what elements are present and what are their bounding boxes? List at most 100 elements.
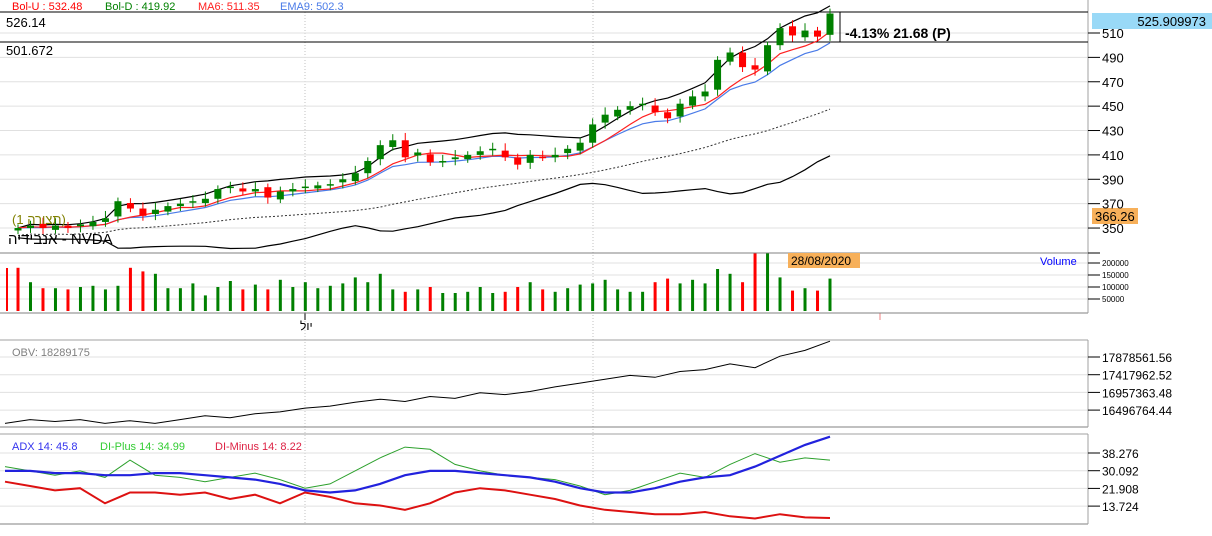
volume-bar bbox=[153, 273, 157, 311]
candle-up bbox=[826, 13, 834, 35]
y-tick-label: 17417962.52 bbox=[1102, 369, 1172, 383]
volume-bar bbox=[341, 283, 345, 311]
candle-up bbox=[251, 189, 259, 192]
candle-up bbox=[464, 154, 472, 160]
candle-up bbox=[164, 206, 172, 212]
candle-up bbox=[339, 179, 347, 183]
volume-bar bbox=[566, 288, 570, 311]
date-tag-value: 28/08/2020 bbox=[791, 254, 851, 268]
candle-up bbox=[101, 218, 109, 222]
y-tick-label: 16957363.48 bbox=[1102, 386, 1172, 400]
last-price-tag bbox=[1092, 13, 1212, 29]
candle-down bbox=[814, 30, 822, 37]
candle-up bbox=[351, 173, 359, 182]
volume-bar bbox=[41, 288, 45, 311]
di-minus-legend: DI-Minus 14: 8.22 bbox=[215, 441, 302, 453]
legend-bol-d: Bol-D : 419.92 bbox=[105, 1, 175, 13]
candle-up bbox=[476, 151, 484, 155]
y-tick-label: 13.724 bbox=[1102, 500, 1139, 514]
di-plus-legend: DI-Plus 14: 34.99 bbox=[100, 441, 185, 453]
volume-bar bbox=[603, 279, 607, 311]
grid-lines bbox=[0, 0, 1088, 524]
y-tick-label: 100000 bbox=[1102, 283, 1129, 292]
candle-up bbox=[364, 160, 372, 174]
candle-up bbox=[289, 189, 297, 192]
candle-up bbox=[726, 52, 734, 62]
candle-up bbox=[489, 148, 497, 151]
volume-bar bbox=[216, 287, 220, 311]
y-tick-label: 370 bbox=[1102, 197, 1124, 212]
y-tick-label: 200000 bbox=[1102, 259, 1129, 268]
candle-down bbox=[139, 208, 147, 216]
candle-up bbox=[439, 160, 447, 163]
volume-bar bbox=[478, 287, 482, 311]
y-tick-label: 50000 bbox=[1102, 295, 1125, 304]
cursor-price-tag bbox=[1092, 208, 1138, 224]
obv-label: OBV: 18289175 bbox=[12, 347, 90, 359]
y-tick-label: 21.908 bbox=[1102, 482, 1139, 496]
volume-bar bbox=[778, 277, 782, 311]
volume-bar bbox=[66, 289, 70, 311]
y-tick-label: 470 bbox=[1102, 75, 1124, 90]
volume-bar bbox=[103, 289, 107, 311]
volume-bar bbox=[578, 284, 582, 311]
level-top-label: 526.14 bbox=[6, 15, 46, 30]
volume-bar bbox=[141, 271, 145, 311]
volume-bar bbox=[678, 283, 682, 311]
candle-up bbox=[714, 59, 722, 90]
volume-bar bbox=[553, 291, 557, 311]
candle-down bbox=[126, 203, 134, 209]
y-tick-label: 350 bbox=[1102, 221, 1124, 236]
volume-bar bbox=[278, 279, 282, 311]
volume-bar bbox=[453, 293, 457, 311]
volume-bar bbox=[428, 287, 432, 311]
y-tick-label: 390 bbox=[1102, 172, 1124, 187]
volume-bar bbox=[503, 291, 507, 311]
y-tick-label: 17878561.56 bbox=[1102, 351, 1172, 365]
volume-bar bbox=[541, 289, 545, 311]
volume-bar bbox=[741, 282, 745, 311]
volume-bar bbox=[203, 295, 207, 311]
volume-bar bbox=[328, 285, 332, 311]
y-tick-label: 410 bbox=[1102, 148, 1124, 163]
volume-bar bbox=[78, 287, 82, 311]
candle-down bbox=[64, 225, 72, 229]
candle-up bbox=[114, 201, 122, 217]
y-axis-ticks: 510 490 470 450 430 410 390 370 350 200000 150000 1… bbox=[1088, 26, 1172, 514]
candle-up bbox=[314, 185, 322, 189]
candle-up bbox=[451, 157, 459, 160]
long-ma-line bbox=[17, 108, 831, 236]
y-tick-label: 16496764.44 bbox=[1102, 404, 1172, 418]
candle-up bbox=[201, 198, 209, 204]
volume-bar bbox=[228, 281, 232, 311]
candle-down bbox=[751, 65, 759, 70]
config-label: (תצורה 1) bbox=[12, 212, 66, 227]
candle-up bbox=[601, 114, 609, 123]
di-minus-line bbox=[4, 480, 831, 520]
candle-up bbox=[89, 221, 97, 227]
volume-bar bbox=[591, 283, 595, 311]
candle-up bbox=[389, 140, 397, 147]
bollinger-lower-line bbox=[17, 155, 831, 250]
candle-up bbox=[301, 186, 309, 189]
volume-bar bbox=[28, 282, 32, 311]
candle-up bbox=[626, 106, 634, 110]
candle-up bbox=[614, 109, 622, 117]
candle-up bbox=[701, 91, 709, 97]
candle-up bbox=[276, 191, 284, 200]
y-tick-label: 150000 bbox=[1102, 271, 1129, 280]
candle-up bbox=[589, 124, 597, 143]
volume-bar bbox=[516, 287, 520, 311]
volume-bar bbox=[178, 288, 182, 311]
volume-bar bbox=[316, 288, 320, 311]
candle-down bbox=[39, 223, 47, 229]
volume-bar bbox=[528, 282, 532, 311]
chart-marks bbox=[4, 5, 834, 520]
volume-bar bbox=[491, 293, 495, 311]
candle-up bbox=[526, 154, 534, 163]
candle-down bbox=[514, 157, 522, 165]
volume-bar bbox=[641, 291, 645, 311]
volume-bar bbox=[403, 291, 407, 311]
volume-bar bbox=[366, 282, 370, 311]
